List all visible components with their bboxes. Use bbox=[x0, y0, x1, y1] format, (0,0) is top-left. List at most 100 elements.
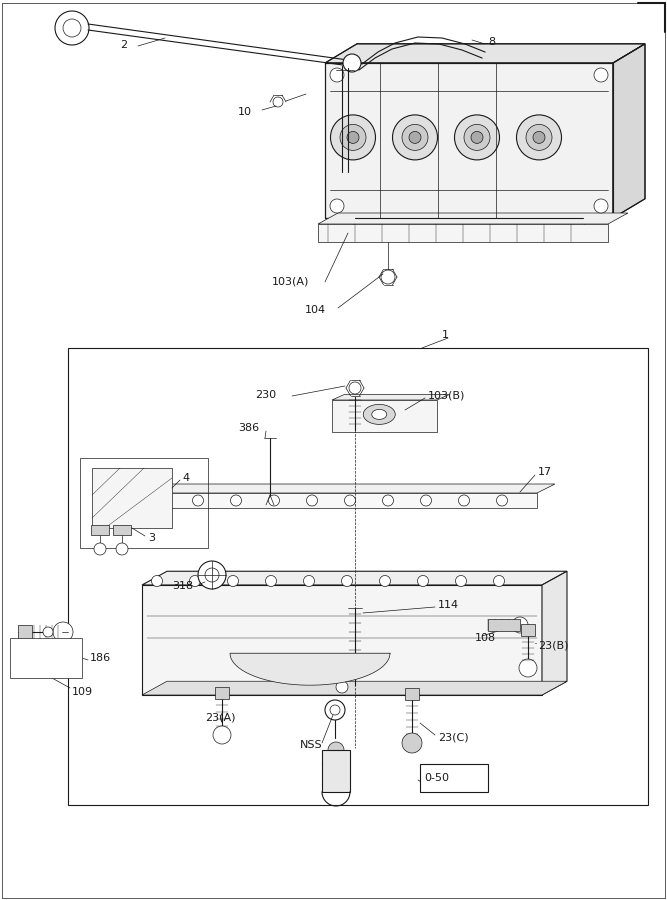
Circle shape bbox=[458, 495, 470, 506]
Circle shape bbox=[307, 495, 317, 506]
Text: 10: 10 bbox=[238, 107, 252, 117]
Circle shape bbox=[402, 124, 428, 150]
Text: 1: 1 bbox=[442, 330, 449, 340]
Circle shape bbox=[155, 495, 165, 506]
Polygon shape bbox=[142, 681, 567, 695]
Circle shape bbox=[344, 495, 356, 506]
Text: 230: 230 bbox=[255, 390, 276, 400]
Circle shape bbox=[63, 19, 81, 37]
Circle shape bbox=[418, 575, 428, 587]
Circle shape bbox=[273, 97, 283, 107]
Circle shape bbox=[151, 575, 163, 587]
Circle shape bbox=[343, 54, 361, 72]
Circle shape bbox=[381, 270, 395, 284]
Polygon shape bbox=[332, 394, 449, 400]
Polygon shape bbox=[318, 224, 608, 242]
Polygon shape bbox=[325, 44, 645, 63]
Circle shape bbox=[594, 68, 608, 82]
Circle shape bbox=[116, 543, 128, 555]
Circle shape bbox=[265, 575, 277, 587]
Bar bbox=[10, 638, 82, 678]
Bar bbox=[420, 764, 488, 792]
Polygon shape bbox=[542, 572, 567, 695]
Circle shape bbox=[402, 733, 422, 753]
Polygon shape bbox=[142, 493, 537, 508]
Text: 23(B): 23(B) bbox=[538, 640, 568, 650]
Circle shape bbox=[392, 115, 438, 160]
Polygon shape bbox=[332, 400, 437, 432]
Polygon shape bbox=[230, 653, 390, 685]
Polygon shape bbox=[613, 44, 645, 218]
Polygon shape bbox=[142, 484, 555, 493]
Circle shape bbox=[340, 124, 366, 150]
Text: 2: 2 bbox=[120, 40, 127, 50]
Circle shape bbox=[420, 495, 432, 506]
Circle shape bbox=[269, 495, 279, 506]
Circle shape bbox=[328, 742, 344, 758]
Bar bbox=[18, 625, 32, 639]
Bar bbox=[521, 624, 535, 636]
Circle shape bbox=[330, 68, 344, 82]
Circle shape bbox=[533, 131, 545, 143]
Text: 23(A): 23(A) bbox=[205, 713, 235, 723]
Circle shape bbox=[193, 495, 203, 506]
Text: 114: 114 bbox=[438, 600, 459, 610]
Bar bbox=[80, 458, 208, 548]
Circle shape bbox=[342, 575, 352, 587]
Text: 4: 4 bbox=[182, 473, 189, 483]
Ellipse shape bbox=[364, 404, 396, 425]
Circle shape bbox=[516, 115, 562, 160]
Text: 109: 109 bbox=[72, 687, 93, 697]
Bar bbox=[322, 750, 350, 792]
Circle shape bbox=[55, 11, 89, 45]
Bar bbox=[91, 525, 109, 535]
Text: 8: 8 bbox=[488, 37, 495, 47]
Bar bbox=[68, 348, 648, 805]
Text: 3: 3 bbox=[148, 533, 155, 543]
Text: 103(A): 103(A) bbox=[272, 277, 309, 287]
Circle shape bbox=[347, 131, 359, 143]
Text: 108: 108 bbox=[475, 633, 496, 643]
Circle shape bbox=[336, 681, 348, 693]
Circle shape bbox=[526, 124, 552, 150]
Text: 386: 386 bbox=[238, 423, 259, 433]
Circle shape bbox=[94, 543, 106, 555]
Polygon shape bbox=[92, 468, 172, 528]
Text: 17: 17 bbox=[538, 467, 552, 477]
Circle shape bbox=[380, 575, 390, 587]
Text: NSS: NSS bbox=[300, 740, 323, 750]
Bar bbox=[113, 525, 131, 535]
Polygon shape bbox=[345, 218, 593, 233]
Circle shape bbox=[594, 199, 608, 213]
Circle shape bbox=[471, 131, 483, 143]
Circle shape bbox=[494, 575, 504, 587]
Circle shape bbox=[43, 627, 53, 637]
Circle shape bbox=[464, 124, 490, 150]
Text: 103(B): 103(B) bbox=[428, 390, 466, 400]
Bar bbox=[405, 688, 419, 700]
Circle shape bbox=[198, 561, 226, 589]
Circle shape bbox=[454, 115, 500, 160]
Circle shape bbox=[512, 617, 528, 633]
Circle shape bbox=[189, 575, 201, 587]
Polygon shape bbox=[318, 213, 628, 224]
Circle shape bbox=[382, 495, 394, 506]
Circle shape bbox=[227, 575, 239, 587]
Circle shape bbox=[349, 382, 361, 394]
Circle shape bbox=[231, 495, 241, 506]
Circle shape bbox=[205, 568, 219, 582]
Circle shape bbox=[213, 726, 231, 744]
Bar bbox=[215, 687, 229, 699]
Polygon shape bbox=[142, 585, 542, 695]
Text: 318: 318 bbox=[172, 581, 193, 591]
Bar bbox=[488, 619, 520, 631]
Circle shape bbox=[409, 131, 421, 143]
Circle shape bbox=[303, 575, 315, 587]
Text: 186: 186 bbox=[90, 653, 111, 663]
Circle shape bbox=[331, 115, 376, 160]
Text: 23(C): 23(C) bbox=[438, 733, 469, 743]
Polygon shape bbox=[142, 572, 567, 585]
Circle shape bbox=[53, 622, 73, 642]
Circle shape bbox=[330, 705, 340, 715]
Circle shape bbox=[325, 700, 345, 720]
